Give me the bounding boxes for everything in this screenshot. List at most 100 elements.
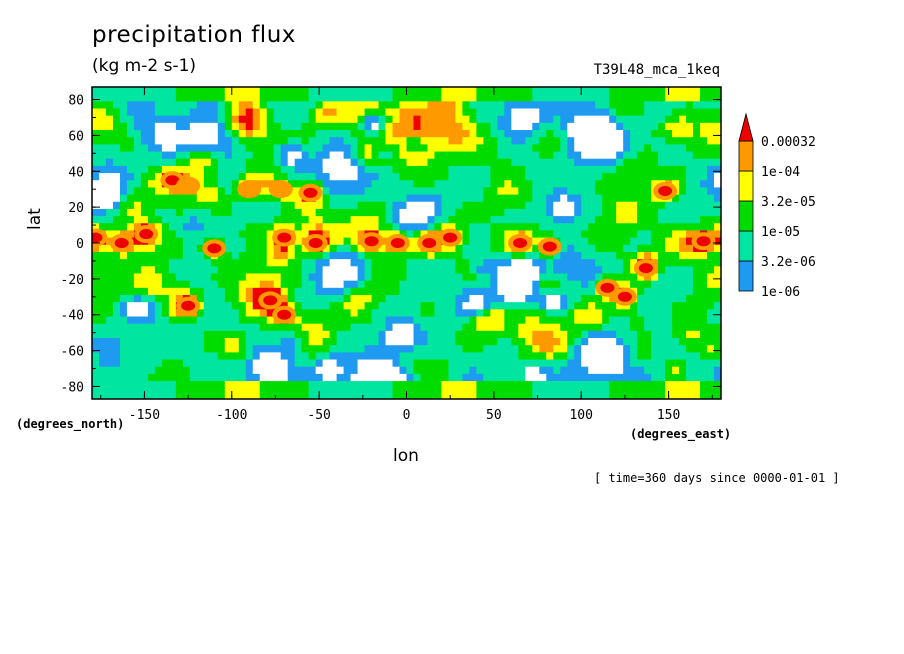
field-cell <box>273 87 282 95</box>
field-cell <box>434 302 443 310</box>
field-cell <box>203 180 212 189</box>
field-cell <box>630 266 638 275</box>
field-cell <box>567 251 575 260</box>
field-cell <box>273 137 282 145</box>
field-cell <box>602 323 610 332</box>
field-cell <box>574 266 582 275</box>
field-cell <box>693 359 701 368</box>
field-cell <box>350 180 359 189</box>
field-cell <box>693 180 701 189</box>
field-cell <box>294 87 303 95</box>
field-cell <box>308 151 317 160</box>
field-cell <box>224 302 233 310</box>
field-cell <box>161 295 170 303</box>
field-cell <box>532 359 540 368</box>
field-cell <box>238 316 247 325</box>
field-cell <box>112 122 121 131</box>
field-cell <box>406 208 415 217</box>
field-cell <box>413 366 422 375</box>
field-cell <box>455 366 464 375</box>
field-cell <box>287 208 296 217</box>
field-cell <box>651 208 659 217</box>
field-cell <box>322 295 331 303</box>
field-cell <box>672 151 680 160</box>
field-cell <box>301 366 310 375</box>
field-cell <box>126 223 135 232</box>
field-cell <box>203 338 212 346</box>
field-cell <box>686 323 694 332</box>
field-cell <box>126 230 135 239</box>
field-cell <box>210 359 219 368</box>
field-cell <box>294 309 303 318</box>
field-cell <box>623 94 631 102</box>
field-cell <box>427 251 436 260</box>
field-cell <box>364 101 373 110</box>
field-cell <box>553 230 561 239</box>
field-cell <box>217 173 226 181</box>
field-cell <box>441 316 450 325</box>
field-cell <box>581 316 589 325</box>
field-cell <box>308 280 317 289</box>
field-cell <box>637 295 645 303</box>
field-cell <box>448 323 457 332</box>
field-cell <box>462 388 470 397</box>
field-cell <box>224 287 233 296</box>
field-cell <box>644 180 652 189</box>
field-cell <box>511 388 519 397</box>
precip-max-cell <box>303 187 318 198</box>
field-cell <box>217 295 226 303</box>
field-cell <box>154 266 163 275</box>
field-cell <box>133 273 142 282</box>
field-cell <box>392 273 401 282</box>
field-cell <box>378 266 387 275</box>
field-cell <box>371 330 380 339</box>
field-cell <box>686 194 694 203</box>
field-cell <box>245 230 254 239</box>
field-cell <box>266 180 275 189</box>
field-cell <box>413 359 422 368</box>
field-cell <box>329 137 338 145</box>
field-cell <box>707 373 715 382</box>
field-cell <box>525 273 533 282</box>
field-cell <box>203 137 212 145</box>
field-cell <box>147 395 156 399</box>
field-cell <box>560 359 568 368</box>
field-cell <box>147 266 156 275</box>
field-cell <box>644 345 652 353</box>
field-cell <box>238 201 247 210</box>
field-cell <box>672 101 680 110</box>
field-cell <box>581 201 589 210</box>
field-cell <box>371 295 380 303</box>
field-cell <box>357 373 366 382</box>
field-cell <box>644 338 652 346</box>
field-cell <box>357 180 366 189</box>
field-cell <box>168 330 177 339</box>
field-cell <box>350 316 359 325</box>
field-cell <box>448 280 457 289</box>
field-cell <box>602 87 610 95</box>
field-cell <box>511 122 519 131</box>
field-cell <box>92 366 100 375</box>
field-cell <box>504 359 512 368</box>
field-cell <box>294 273 303 282</box>
field-cell <box>147 122 156 131</box>
field-cell <box>539 144 547 153</box>
field-cell <box>112 280 121 289</box>
field-cell <box>92 173 100 181</box>
field-cell <box>175 144 184 153</box>
field-cell <box>364 194 373 203</box>
field-cell <box>553 130 561 138</box>
field-cell <box>532 151 540 160</box>
field-cell <box>98 295 107 303</box>
field-cell <box>266 323 275 332</box>
field-cell <box>546 151 554 160</box>
field-cell <box>161 237 170 246</box>
field-cell <box>266 338 275 346</box>
field-cell <box>287 194 296 203</box>
field-cell <box>630 381 638 389</box>
field-cell <box>294 366 303 375</box>
field-cell <box>196 137 205 145</box>
field-cell <box>714 187 721 196</box>
field-cell <box>448 345 457 353</box>
field-cell <box>266 309 275 318</box>
